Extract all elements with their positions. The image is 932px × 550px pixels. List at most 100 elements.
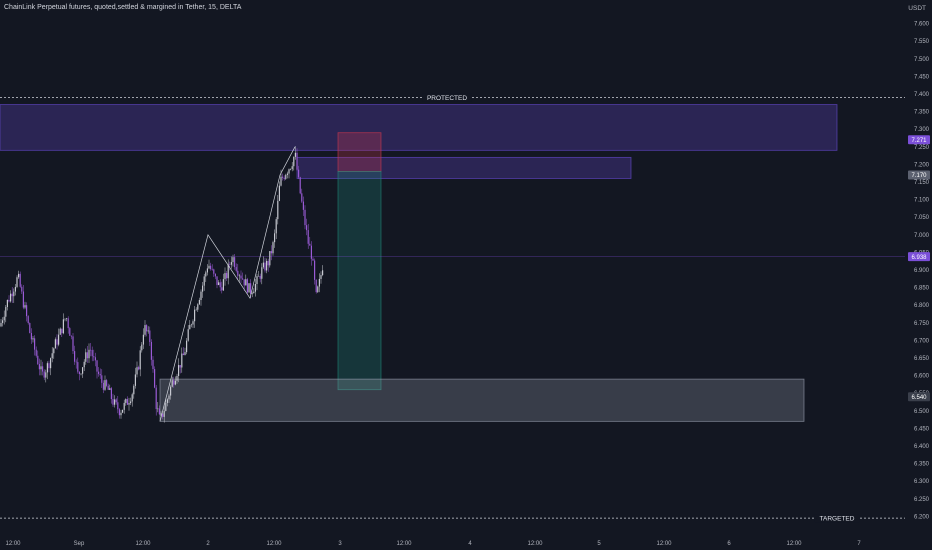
candle-body [107, 385, 109, 390]
y-tick-label: 6.250 [914, 497, 930, 503]
x-tick-label: 12:00 [135, 541, 151, 547]
candle-body [3, 316, 5, 321]
candle-body [283, 177, 285, 179]
candle-body [66, 318, 68, 319]
candle-body [163, 410, 165, 417]
candle-body [206, 268, 208, 273]
candle-body [120, 412, 122, 416]
candle-body [290, 168, 292, 170]
candle-body [138, 367, 140, 370]
candle-body [186, 340, 188, 353]
x-tick-label: 12:00 [656, 541, 672, 547]
candle-body [235, 267, 237, 271]
candle-body [5, 307, 7, 317]
candle-body [125, 399, 127, 403]
x-tick-label: 7 [857, 541, 861, 547]
candle-body [315, 279, 317, 293]
candle-body [202, 285, 204, 292]
candle-body [269, 251, 271, 266]
x-tick-label: 4 [468, 541, 472, 547]
y-tick-label: 7.050 [914, 215, 930, 221]
candle-body [173, 380, 175, 385]
zone-short-stop [337, 132, 382, 172]
candle-body [115, 399, 117, 403]
x-tick-label: 12:00 [396, 541, 412, 547]
candle-body [253, 291, 255, 294]
candle-body [162, 413, 164, 417]
candle-body [174, 380, 176, 385]
candle-body [34, 338, 36, 350]
candle-body [259, 275, 261, 279]
y-tick-label: 6.800 [914, 303, 930, 309]
candle-body [48, 363, 50, 369]
candle-body [168, 395, 170, 400]
y-tick-label: 7.000 [914, 233, 930, 239]
candle-body [293, 156, 295, 167]
zone-short-target [337, 171, 382, 391]
candle-body [298, 169, 300, 178]
candle-body [221, 287, 223, 291]
candle-body [208, 265, 210, 269]
price-unit: USDT [908, 5, 926, 12]
swing-line-0 [159, 146, 296, 422]
candle-body [56, 339, 58, 345]
candle-body [139, 350, 141, 370]
candle-body [312, 258, 314, 261]
candle-body [98, 371, 100, 374]
candle-body [256, 276, 258, 284]
y-tick-label: 6.900 [914, 268, 930, 274]
y-tick-label: 7.400 [914, 92, 930, 98]
candle-body [274, 233, 276, 243]
candle-body [154, 369, 156, 388]
label-demand: 6.540 [911, 395, 927, 401]
candle-body [59, 328, 61, 335]
candle-body [155, 387, 157, 410]
candle-body [270, 251, 272, 254]
candle-body [35, 349, 37, 356]
candle-body [2, 320, 4, 323]
candle-body [93, 356, 95, 358]
y-tick-label: 6.400 [914, 444, 930, 450]
candle-body [14, 286, 16, 292]
y-tick-label: 6.200 [914, 514, 930, 520]
candle-body [21, 286, 23, 292]
candle-body [190, 324, 192, 326]
label-top: 7.271 [911, 138, 927, 144]
candle-body [133, 385, 135, 395]
y-tick-label: 6.350 [914, 462, 930, 468]
y-tick-label: 6.650 [914, 356, 930, 362]
candle-body [320, 275, 322, 279]
y-tick-label: 6.300 [914, 479, 930, 485]
candle-body [126, 399, 128, 405]
candle-body [322, 270, 324, 276]
candle-body [142, 334, 144, 345]
candle-body [131, 394, 133, 402]
candle-body [147, 330, 149, 332]
candle-body [94, 357, 96, 361]
candle-body [74, 351, 76, 362]
label-last-bg [908, 252, 930, 262]
candle-body [304, 209, 306, 226]
candle-body [296, 152, 298, 170]
candle-body [26, 305, 28, 317]
candle-body [165, 402, 167, 411]
protected-line-label: PROTECTED [427, 95, 467, 102]
candle-body [277, 200, 279, 220]
candle-body [210, 265, 212, 270]
candle-body [122, 409, 124, 413]
candle-body [157, 408, 159, 410]
candle-body [123, 402, 125, 410]
candle-body [62, 319, 64, 334]
candle-body [42, 366, 44, 372]
candle-body [109, 388, 111, 390]
targeted-line-label-bg [814, 514, 860, 523]
candle-body [51, 353, 53, 359]
candle-body [187, 329, 189, 341]
candle-body [61, 328, 63, 334]
candle-body [37, 355, 39, 365]
candle-body [171, 380, 173, 387]
candle-body [67, 318, 69, 329]
candle-body [222, 279, 224, 291]
candle-body [229, 264, 231, 265]
